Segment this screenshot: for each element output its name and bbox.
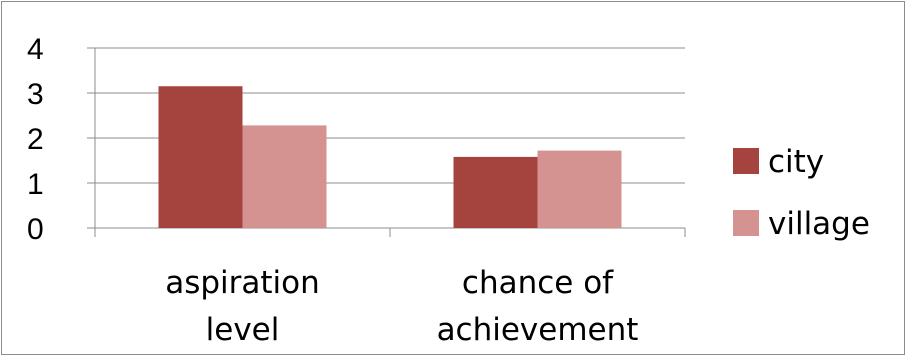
legend-label-city: city [768, 144, 824, 180]
bar-village-0 [242, 125, 327, 228]
y-tick-label: 0 [27, 213, 44, 246]
x-category-label: aspiration [165, 265, 320, 301]
x-category-label: level [206, 312, 280, 348]
legend-label-village: village [768, 206, 870, 242]
y-tick-label: 2 [27, 123, 44, 156]
y-tick-label: 4 [27, 33, 44, 66]
y-tick-label: 3 [27, 78, 44, 111]
legend-swatch-village [733, 210, 759, 236]
legend-swatch-city [733, 148, 759, 174]
x-category-label: achievement [437, 312, 639, 348]
bar-village-1 [537, 150, 622, 228]
y-tick-label: 1 [27, 168, 44, 201]
bar-city-0 [158, 86, 243, 228]
bar-city-1 [453, 156, 538, 228]
x-category-label: chance of [462, 265, 614, 301]
